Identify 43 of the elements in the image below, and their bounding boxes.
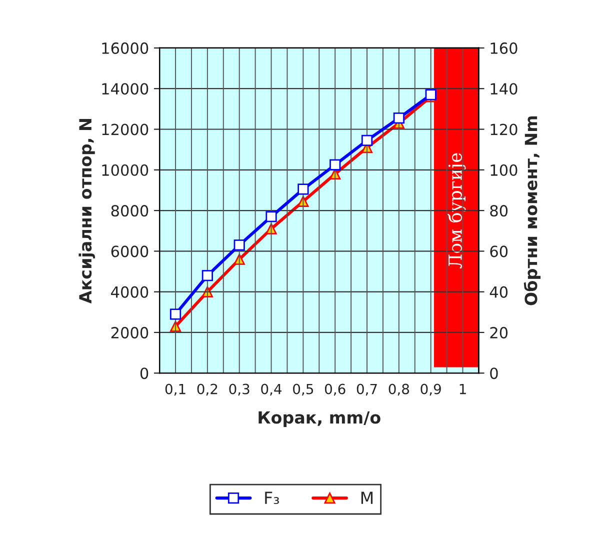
x-tick-label: 0,4 [261, 384, 282, 396]
y2-tick-label: 100 [490, 164, 518, 176]
point [234, 240, 245, 251]
y2-tick-label: 20 [490, 326, 508, 338]
point [330, 159, 341, 170]
y-tick-label: 12000 [102, 124, 148, 136]
y2-axis-title: Обртни момент, Nm [524, 116, 541, 306]
x-tick-label: 0,1 [165, 384, 186, 396]
y-tick-label: 10000 [102, 164, 148, 176]
x-tick-label: 0,7 [356, 384, 377, 396]
x-tick-label: 0,3 [229, 384, 250, 396]
y-tick-label: 4000 [111, 286, 148, 298]
x-axis-title: Корак, mm/o [258, 411, 380, 427]
band-label: Лом бургије [448, 153, 466, 268]
y-axis-title: Аксијални отпор, N [78, 119, 95, 304]
point [202, 270, 213, 282]
x-tick-label: 1 [460, 384, 466, 394]
y2-tick-label: 80 [490, 205, 508, 217]
y-tick-label: 6000 [111, 246, 148, 258]
y-tick-label: 2000 [111, 326, 148, 338]
y2-tick-label: 160 [490, 42, 518, 54]
y-tick-label: 0 [140, 368, 148, 380]
point [234, 254, 245, 265]
y2-tick-label: 140 [490, 83, 518, 95]
y2-tick-label: 60 [490, 246, 508, 258]
x-tick-label: 0,5 [293, 384, 314, 396]
y2-tick-label: 40 [490, 286, 508, 298]
y-tick-label: 8000 [111, 205, 148, 217]
y2-tick-label: 120 [490, 124, 518, 136]
x-tick-label: 0,6 [324, 384, 346, 396]
point [361, 134, 373, 146]
y2-tick-label: 0 [490, 368, 498, 380]
x-tick-label: 0,8 [388, 384, 410, 396]
point [393, 112, 404, 124]
legend-label: M [361, 492, 373, 504]
y-tick-label: 14000 [102, 83, 148, 95]
point [170, 308, 182, 320]
y-tick-label: 16000 [102, 42, 148, 54]
point [298, 184, 309, 195]
point [266, 211, 277, 222]
legend-label: F₃ [265, 492, 279, 504]
x-tick-label: 0,2 [197, 384, 218, 396]
x-tick-label: 0,9 [420, 384, 441, 396]
